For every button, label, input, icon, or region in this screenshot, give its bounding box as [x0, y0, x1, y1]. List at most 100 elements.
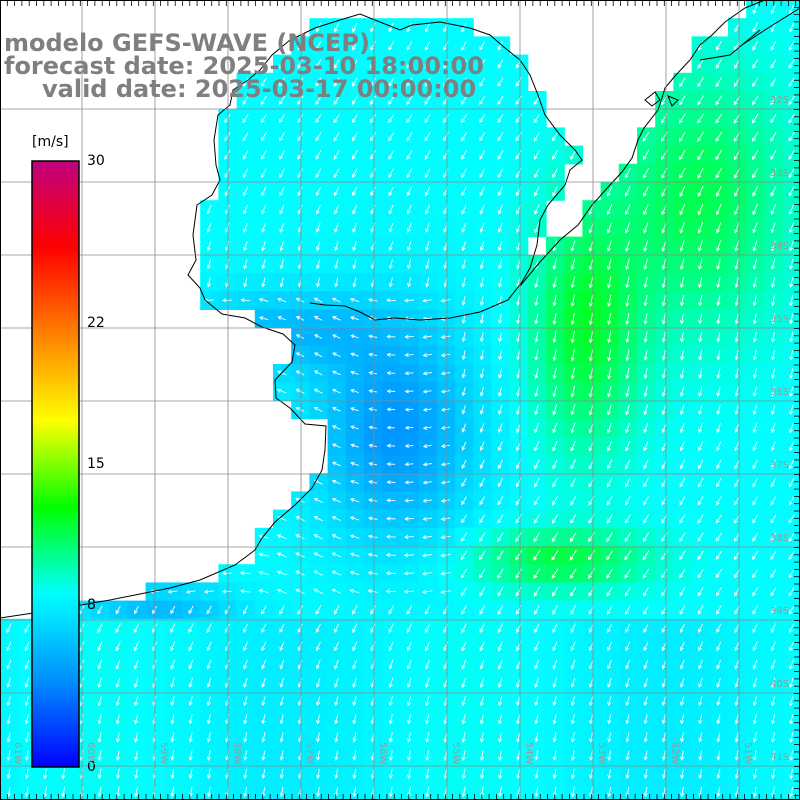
wind-arrow — [607, 659, 612, 670]
wind-arrow — [643, 404, 649, 416]
wind-arrow — [497, 568, 504, 579]
wind-arrow — [424, 77, 431, 87]
wind-arrow — [315, 222, 321, 233]
wind-arrow — [315, 605, 322, 615]
wind-arrow — [258, 534, 269, 539]
wind-arrow — [679, 641, 685, 652]
wind-arrow — [698, 331, 703, 343]
wind-arrow — [258, 297, 269, 302]
wind-arrow — [97, 695, 102, 707]
wind-arrow — [625, 404, 630, 416]
wind-arrow — [351, 113, 358, 124]
wind-arrow — [588, 550, 595, 561]
wind-arrow — [404, 462, 414, 467]
wind-arrow — [716, 459, 722, 470]
wind-arrow — [295, 370, 305, 376]
wind-arrow — [661, 441, 667, 452]
wind-arrow — [606, 514, 613, 524]
wind-arrow — [424, 22, 431, 33]
wind-arrow — [789, 659, 794, 670]
wind-arrow — [170, 786, 175, 798]
wind-arrow — [351, 77, 358, 87]
wind-arrow — [368, 370, 378, 375]
wind-arrow — [406, 677, 412, 689]
wind-arrow — [570, 459, 576, 470]
wind-arrow — [331, 516, 341, 521]
wind-arrow — [425, 204, 431, 215]
wind-arrow — [788, 40, 795, 51]
wind-arrow — [643, 204, 649, 216]
wind-arrow — [333, 113, 340, 124]
wind-arrow — [552, 331, 557, 344]
wind-arrow — [370, 95, 377, 105]
wind-arrow — [461, 77, 467, 87]
wind-arrow — [770, 659, 776, 670]
wind-arrow — [697, 131, 704, 143]
wind-arrow — [734, 768, 739, 780]
wind-arrow — [497, 641, 503, 652]
wind-arrow — [625, 714, 630, 725]
wind-arrow — [133, 623, 140, 634]
wind-arrow — [388, 241, 394, 252]
latitude-label: 35S — [770, 314, 790, 325]
wind-arrow — [221, 589, 233, 594]
wind-arrow — [697, 258, 703, 271]
wind-arrow — [570, 367, 576, 380]
wind-arrow — [24, 786, 29, 798]
wind-arrow — [388, 605, 394, 615]
wind-arrow — [588, 312, 594, 326]
coastline-detail — [644, 7, 800, 107]
wind-arrow — [297, 113, 304, 124]
wind-arrow — [643, 787, 648, 798]
wind-arrow — [368, 334, 378, 339]
wind-arrow — [133, 695, 139, 707]
wind-arrow — [570, 330, 575, 344]
wind-arrow — [315, 40, 322, 51]
colorbar — [31, 160, 80, 768]
wind-arrow — [534, 276, 539, 289]
wind-arrow — [243, 277, 248, 288]
wind-arrow — [643, 768, 648, 780]
wind-arrow — [752, 295, 757, 307]
wind-arrow — [370, 113, 377, 124]
wind-arrow — [115, 714, 120, 725]
wind-arrow — [349, 552, 360, 558]
wind-arrow — [516, 386, 521, 398]
valid-date: valid date: 2025-03-17 00:00:00 — [42, 75, 477, 103]
wind-arrow — [461, 222, 467, 233]
wind-arrow — [570, 659, 576, 670]
wind-arrow — [334, 641, 340, 652]
wind-arrow — [698, 276, 703, 289]
wind-arrow — [770, 623, 777, 634]
wind-arrow — [279, 641, 285, 652]
wind-arrow — [479, 222, 485, 233]
wind-arrow — [734, 750, 739, 761]
wind-arrow — [479, 204, 485, 215]
wind-arrow — [552, 312, 557, 325]
wind-arrow — [588, 367, 594, 380]
wind-arrow — [404, 498, 414, 503]
wind-arrow — [770, 186, 777, 197]
wind-arrow — [258, 552, 269, 557]
wind-arrow — [279, 113, 286, 124]
wind-arrow — [716, 386, 721, 398]
wind-arrow — [679, 113, 686, 124]
wind-arrow — [386, 480, 396, 485]
wind-arrow — [443, 605, 449, 615]
wind-arrow — [461, 186, 467, 197]
wind-arrow — [461, 132, 467, 142]
wind-arrow — [331, 552, 342, 558]
wind-arrow — [552, 586, 559, 597]
wind-arrow — [607, 349, 612, 362]
wind-arrow — [498, 313, 503, 325]
wind-arrow — [279, 132, 285, 142]
wind-arrow — [698, 696, 703, 707]
wind-arrow — [479, 423, 485, 433]
wind-arrow — [6, 732, 11, 743]
wind-arrow — [334, 240, 339, 252]
wind-arrow — [625, 349, 630, 362]
wind-arrow — [625, 677, 630, 688]
wind-arrow — [625, 222, 631, 234]
wind-arrow — [295, 534, 305, 540]
wind-arrow — [279, 659, 285, 670]
